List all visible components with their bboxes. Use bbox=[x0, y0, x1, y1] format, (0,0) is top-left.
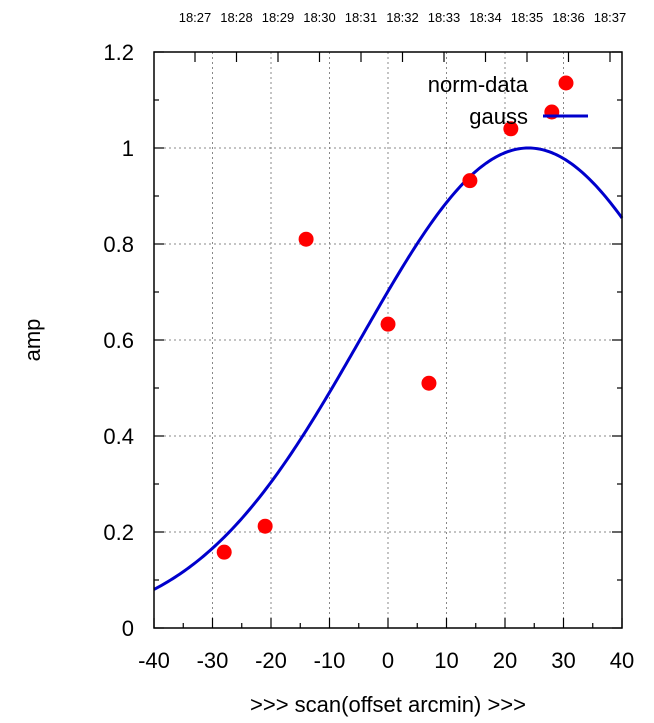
y-tick-label: 1.2 bbox=[103, 40, 134, 65]
data-point bbox=[257, 518, 273, 534]
data-point bbox=[380, 316, 396, 332]
x-tick-label: -10 bbox=[314, 648, 346, 673]
legend-label-norm-data: norm-data bbox=[428, 72, 529, 97]
x-axis-title: >>> scan(offset arcmin) >>> bbox=[250, 692, 526, 717]
y-tick-label: 0.4 bbox=[103, 424, 134, 449]
top-tick-label: 18:31 bbox=[345, 10, 378, 25]
x-tick-label: 40 bbox=[610, 648, 634, 673]
data-point bbox=[503, 121, 519, 137]
y-tick-label: 0.8 bbox=[103, 232, 134, 257]
legend-marker-norm-data bbox=[558, 75, 574, 91]
top-tick-label: 18:32 bbox=[386, 10, 419, 25]
gauss-curve-layer bbox=[153, 146, 624, 591]
top-tick-label: 18:33 bbox=[428, 10, 461, 25]
x-tick-label: -30 bbox=[197, 648, 229, 673]
plot-frame bbox=[153, 51, 623, 629]
data-point bbox=[216, 544, 232, 560]
top-tick-label: 18:29 bbox=[262, 10, 295, 25]
y-axis-title: amp bbox=[20, 319, 45, 362]
x-tick-label: 30 bbox=[551, 648, 575, 673]
data-point bbox=[462, 173, 478, 189]
top-tick-label: 18:30 bbox=[303, 10, 336, 25]
y-tick-label: 0.6 bbox=[103, 328, 134, 353]
data-point bbox=[298, 231, 314, 247]
y-tick-label: 1 bbox=[122, 136, 134, 161]
legend-label-gauss: gauss bbox=[469, 104, 528, 129]
x-tick-label: 0 bbox=[382, 648, 394, 673]
x-tick-label: 20 bbox=[493, 648, 517, 673]
legend: norm-data gauss bbox=[428, 72, 588, 129]
top-tick-label: 18:35 bbox=[511, 10, 544, 25]
x-tick-label: 10 bbox=[434, 648, 458, 673]
x-tick-label: -40 bbox=[138, 648, 170, 673]
top-tick-label: 18:37 bbox=[594, 10, 627, 25]
top-tick-label: 18:34 bbox=[469, 10, 502, 25]
tick-labels: -40 -30 -20 -10 0 10 20 30 40 0 0.2 0.4 0.6 0.8 1 1.2 18… bbox=[103, 10, 634, 673]
grid-lines bbox=[154, 52, 622, 628]
x-tick-label: -20 bbox=[255, 648, 287, 673]
y-tick-label: 0 bbox=[122, 616, 134, 641]
top-tick-label: 18:27 bbox=[179, 10, 212, 25]
top-tick-label: 18:36 bbox=[552, 10, 585, 25]
y-tick-label: 0.2 bbox=[103, 520, 134, 545]
gauss-curve bbox=[153, 146, 624, 591]
top-tick-label: 18:28 bbox=[220, 10, 253, 25]
data-point bbox=[421, 375, 437, 391]
